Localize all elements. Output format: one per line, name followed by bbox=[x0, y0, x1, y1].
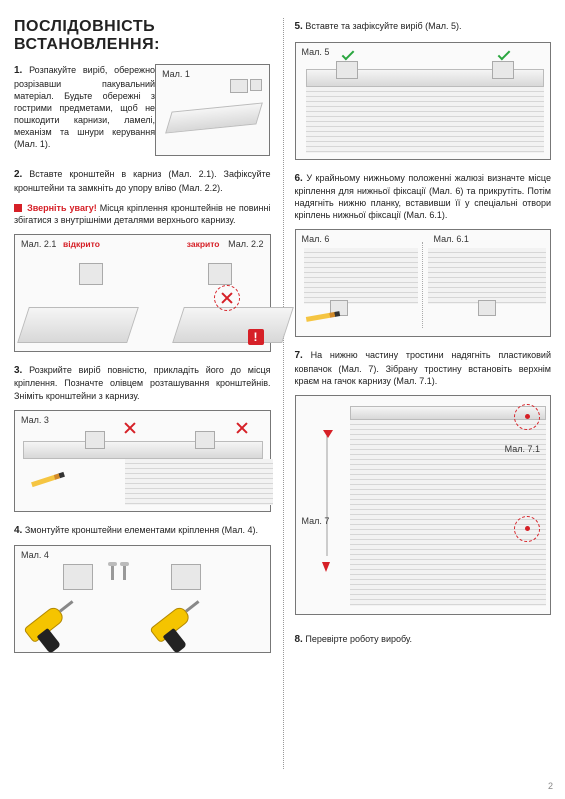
figure-22-label: Мал. 2.2 bbox=[228, 239, 263, 249]
bracket-3a bbox=[85, 431, 105, 449]
figure-2: Мал. 2.1 відкрито закрито Мал. 2.2 ! bbox=[14, 234, 271, 352]
step3-text: 3. Розкрийте виріб повністю, прикладіть … bbox=[14, 364, 271, 402]
open-label: відкрито bbox=[63, 239, 100, 249]
check-icon bbox=[341, 47, 354, 60]
figure-4-label: Мал. 4 bbox=[21, 550, 49, 560]
screw-icon bbox=[123, 566, 126, 580]
figure-3: Мал. 3 bbox=[14, 410, 271, 512]
pencil-icon bbox=[31, 472, 65, 487]
slats-5 bbox=[306, 87, 544, 153]
closed-label: закрито bbox=[187, 239, 220, 249]
figure-6: Мал. 6 Мал. 6.1 bbox=[295, 229, 552, 337]
left-column: ПОСЛІДОВНІСТЬ ВСТАНОВЛЕННЯ: 1. Розпакуйт… bbox=[14, 18, 283, 781]
figure-21-label: Мал. 2.1 bbox=[21, 239, 56, 249]
step4-text: 4. Змонтуйте кронштейни елементами кріпл… bbox=[14, 524, 271, 538]
figure-3-label: Мал. 3 bbox=[21, 415, 49, 425]
x-mark-icon bbox=[123, 421, 137, 435]
figure-4: Мал. 4 bbox=[14, 545, 271, 653]
wand bbox=[326, 436, 328, 556]
check-icon bbox=[497, 47, 510, 60]
column-divider bbox=[283, 18, 284, 769]
wand-cap-icon bbox=[322, 562, 330, 572]
page-number: 2 bbox=[548, 781, 553, 791]
rail-illustration bbox=[165, 102, 263, 133]
bracket-closed bbox=[208, 263, 232, 285]
rail-right bbox=[172, 307, 294, 343]
pencil-icon bbox=[305, 312, 339, 323]
drill-icon bbox=[23, 595, 91, 659]
step5-text: 5. Вставте та зафіксуйте виріб (Мал. 5). bbox=[295, 20, 552, 34]
slats-6b bbox=[428, 248, 546, 304]
bracket-part bbox=[230, 79, 248, 93]
drill-icon bbox=[149, 595, 217, 659]
bracket-open bbox=[79, 263, 103, 285]
page-title: ПОСЛІДОВНІСТЬ ВСТАНОВЛЕННЯ: bbox=[14, 18, 271, 54]
rail-3 bbox=[23, 441, 263, 459]
step1-text: 1. Розпакуйте виріб, обережно розрізавши… bbox=[14, 64, 155, 150]
figure-7-label: Мал. 7 bbox=[302, 516, 330, 526]
bracket-4b bbox=[171, 564, 201, 590]
figure-7: Мал. 7 Мал. 7.1 bbox=[295, 395, 552, 615]
lower-bracket-b bbox=[478, 300, 496, 316]
bracket-part bbox=[250, 79, 262, 91]
figure-6-label: Мал. 6 bbox=[302, 234, 330, 244]
x-mark-icon bbox=[220, 291, 234, 305]
right-column: 5. Вставте та зафіксуйте виріб (Мал. 5).… bbox=[283, 18, 552, 781]
bracket-5a bbox=[336, 61, 358, 79]
arrow-down-icon bbox=[323, 430, 333, 438]
x-mark-icon bbox=[235, 421, 249, 435]
bracket-5b bbox=[492, 61, 514, 79]
bracket-3b bbox=[195, 431, 215, 449]
figure-71-label: Мал. 7.1 bbox=[505, 444, 540, 454]
screw-icon bbox=[111, 566, 114, 580]
step2-text: 2. Вставте кронштейн в карниз (Мал. 2.1)… bbox=[14, 168, 271, 194]
bracket-4a bbox=[63, 564, 93, 590]
step8-text: 8. Перевірте роботу виробу. bbox=[295, 633, 552, 647]
rail-left bbox=[17, 307, 139, 343]
alert-icon: ! bbox=[248, 329, 264, 345]
figure-5-label: Мал. 5 bbox=[302, 47, 330, 57]
slats-6a bbox=[304, 248, 418, 304]
figure-1: Мал. 1 bbox=[155, 64, 270, 156]
warning-icon bbox=[14, 204, 22, 212]
slats-3 bbox=[125, 459, 273, 505]
step6-text: 6. У крайньому нижньому положенні жалюзі… bbox=[295, 172, 552, 222]
figure-6-divider bbox=[422, 242, 423, 328]
figure-5: Мал. 5 bbox=[295, 42, 552, 160]
step2-warning: Зверніть увагу! Місця кріплення кронштей… bbox=[14, 202, 271, 226]
figure-1-label: Мал. 1 bbox=[162, 69, 190, 79]
step7-text: 7. На нижню частину тростини надягніть п… bbox=[295, 349, 552, 387]
step1-block: 1. Розпакуйте виріб, обережно розрізавши… bbox=[14, 64, 271, 168]
figure-61-label: Мал. 6.1 bbox=[434, 234, 469, 244]
